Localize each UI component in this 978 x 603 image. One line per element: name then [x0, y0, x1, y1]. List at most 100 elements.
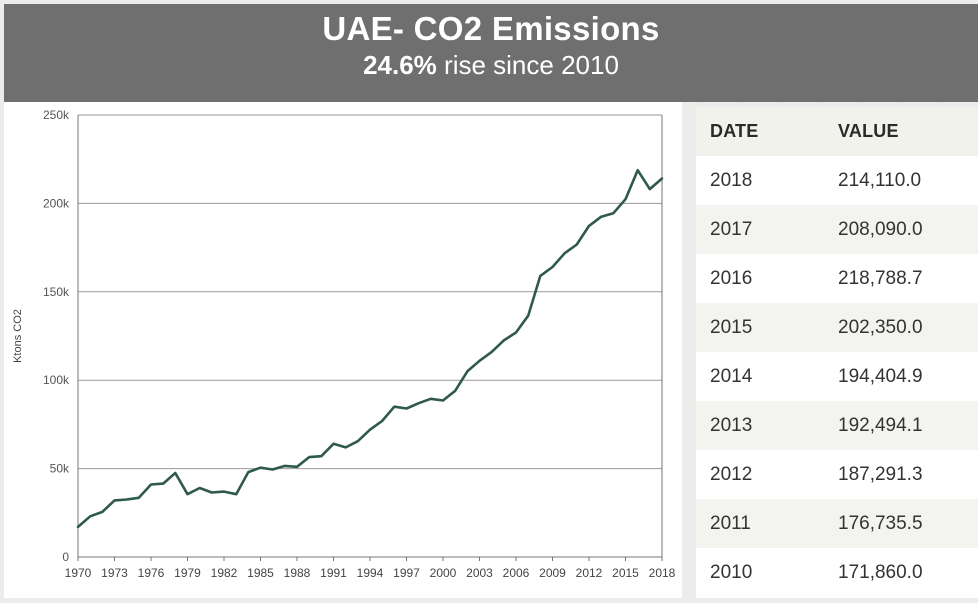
- data-point: [101, 511, 103, 513]
- data-point: [247, 471, 249, 473]
- data-point: [332, 443, 334, 445]
- table-row: 2015 202,350.0: [696, 303, 978, 352]
- data-point: [113, 499, 115, 501]
- data-point: [125, 498, 127, 500]
- column-header-date: DATE: [696, 107, 824, 156]
- y-tick-label: 150k: [43, 285, 70, 299]
- data-point: [235, 493, 237, 495]
- data-point: [89, 515, 91, 517]
- x-tick-label: 1982: [211, 566, 238, 580]
- data-point: [612, 212, 614, 214]
- cell-value: 187,291.3: [838, 463, 923, 485]
- table-row: 2012 187,291.3: [696, 450, 978, 499]
- cell-value: 202,350.0: [824, 303, 978, 352]
- data-point: [393, 406, 395, 408]
- y-axis-label: Ktons CO2: [12, 309, 24, 363]
- data-point: [588, 225, 590, 227]
- x-tick-label: 2018: [649, 566, 676, 580]
- chart-subtitle: 24.6% rise since 2010: [4, 50, 978, 81]
- x-tick-label: 1979: [174, 566, 201, 580]
- data-point: [515, 331, 517, 333]
- cell-date: 2013: [696, 401, 824, 450]
- data-point: [150, 483, 152, 485]
- data-point: [503, 339, 505, 341]
- data-point: [211, 491, 213, 493]
- data-point: [296, 466, 298, 468]
- x-tick-label: 2012: [576, 566, 603, 580]
- data-table-panel: DATE VALUE 2018 214,110.0 2017 208,090.0 2…: [696, 107, 978, 598]
- cell-date: 2010: [710, 561, 753, 583]
- cell-date: 2015: [696, 303, 824, 352]
- table-row: 2013 192,494.1: [696, 401, 978, 450]
- table-row: 2017 208,090.0: [696, 205, 978, 254]
- chart-title: UAE- CO2 Emissions: [322, 10, 660, 47]
- subtitle-text: rise since 2010: [436, 50, 619, 80]
- table-row: 2010 171,860.0: [696, 548, 978, 597]
- data-point: [454, 390, 456, 392]
- data-point: [430, 398, 432, 400]
- data-point: [661, 177, 663, 179]
- table-row: 2016 218,788.7: [696, 254, 978, 303]
- data-point: [162, 482, 164, 484]
- cell-date: 2012: [710, 463, 753, 485]
- y-tick-label: 200k: [43, 196, 70, 210]
- x-tick-label: 1994: [357, 566, 384, 580]
- y-tick-label: 0: [62, 550, 69, 564]
- x-tick-label: 1973: [101, 566, 128, 580]
- data-point: [624, 198, 626, 200]
- data-point: [284, 465, 286, 467]
- data-point: [563, 252, 565, 254]
- data-point: [442, 399, 444, 401]
- data-point: [77, 526, 79, 528]
- data-point: [320, 455, 322, 457]
- x-tick-label: 1997: [393, 566, 420, 580]
- chart-panel: 0 50k 100k 150k 200k 250k 1970 1973 1976 1979 1982…: [4, 102, 682, 598]
- data-point: [174, 472, 176, 474]
- data-point: [576, 243, 578, 245]
- data-point: [357, 440, 359, 442]
- x-tick-label: 1970: [65, 566, 92, 580]
- data-point: [636, 169, 638, 171]
- x-tick-label: 2009: [539, 566, 566, 580]
- table-row: 2018 214,110.0: [696, 156, 978, 205]
- x-tick-label: 1991: [320, 566, 347, 580]
- cell-date: 2017: [696, 205, 824, 254]
- data-point: [649, 188, 651, 190]
- x-tick-label: 2000: [430, 566, 457, 580]
- data-point: [417, 402, 419, 404]
- data-point: [138, 497, 140, 499]
- y-tick-label: 250k: [43, 108, 70, 122]
- table-row: 2011 176,735.5: [696, 499, 978, 548]
- x-tick-label: 2006: [503, 566, 530, 580]
- data-point: [405, 407, 407, 409]
- series-line: [76, 168, 664, 529]
- data-point: [259, 467, 261, 469]
- data-point: [308, 456, 310, 458]
- table-row: 2014 194,404.9: [696, 352, 978, 401]
- data-point: [186, 493, 188, 495]
- data-point: [600, 215, 602, 217]
- cell-value: 194,404.9: [838, 365, 923, 387]
- x-tick-label: 1985: [247, 566, 274, 580]
- cell-date: 2018: [710, 169, 753, 191]
- y-tick-label: 100k: [43, 373, 70, 387]
- data-point: [478, 360, 480, 362]
- data-point: [551, 266, 553, 268]
- x-tick-label: 1988: [284, 566, 311, 580]
- cell-value: 171,860.0: [838, 561, 923, 583]
- cell-value: 192,494.1: [824, 401, 978, 450]
- table-header-row: DATE VALUE: [696, 107, 978, 156]
- column-header-value: VALUE: [824, 107, 978, 156]
- cell-value: 214,110.0: [838, 169, 922, 191]
- data-point: [223, 490, 225, 492]
- data-table: DATE VALUE 2018 214,110.0 2017 208,090.0 2…: [696, 107, 978, 597]
- cell-value: 218,788.7: [838, 267, 923, 289]
- line-chart: 0 50k 100k 150k 200k 250k 1970 1973 1976 1979 1982…: [12, 108, 676, 580]
- header-banner: UAE- CO2 Emissions 24.6% rise since 2010: [4, 4, 978, 102]
- data-point: [198, 487, 200, 489]
- x-tick-label: 1976: [138, 566, 165, 580]
- data-point: [369, 429, 371, 431]
- cell-date: 2011: [696, 499, 824, 548]
- cell-value: 208,090.0: [824, 205, 978, 254]
- data-point: [271, 468, 273, 470]
